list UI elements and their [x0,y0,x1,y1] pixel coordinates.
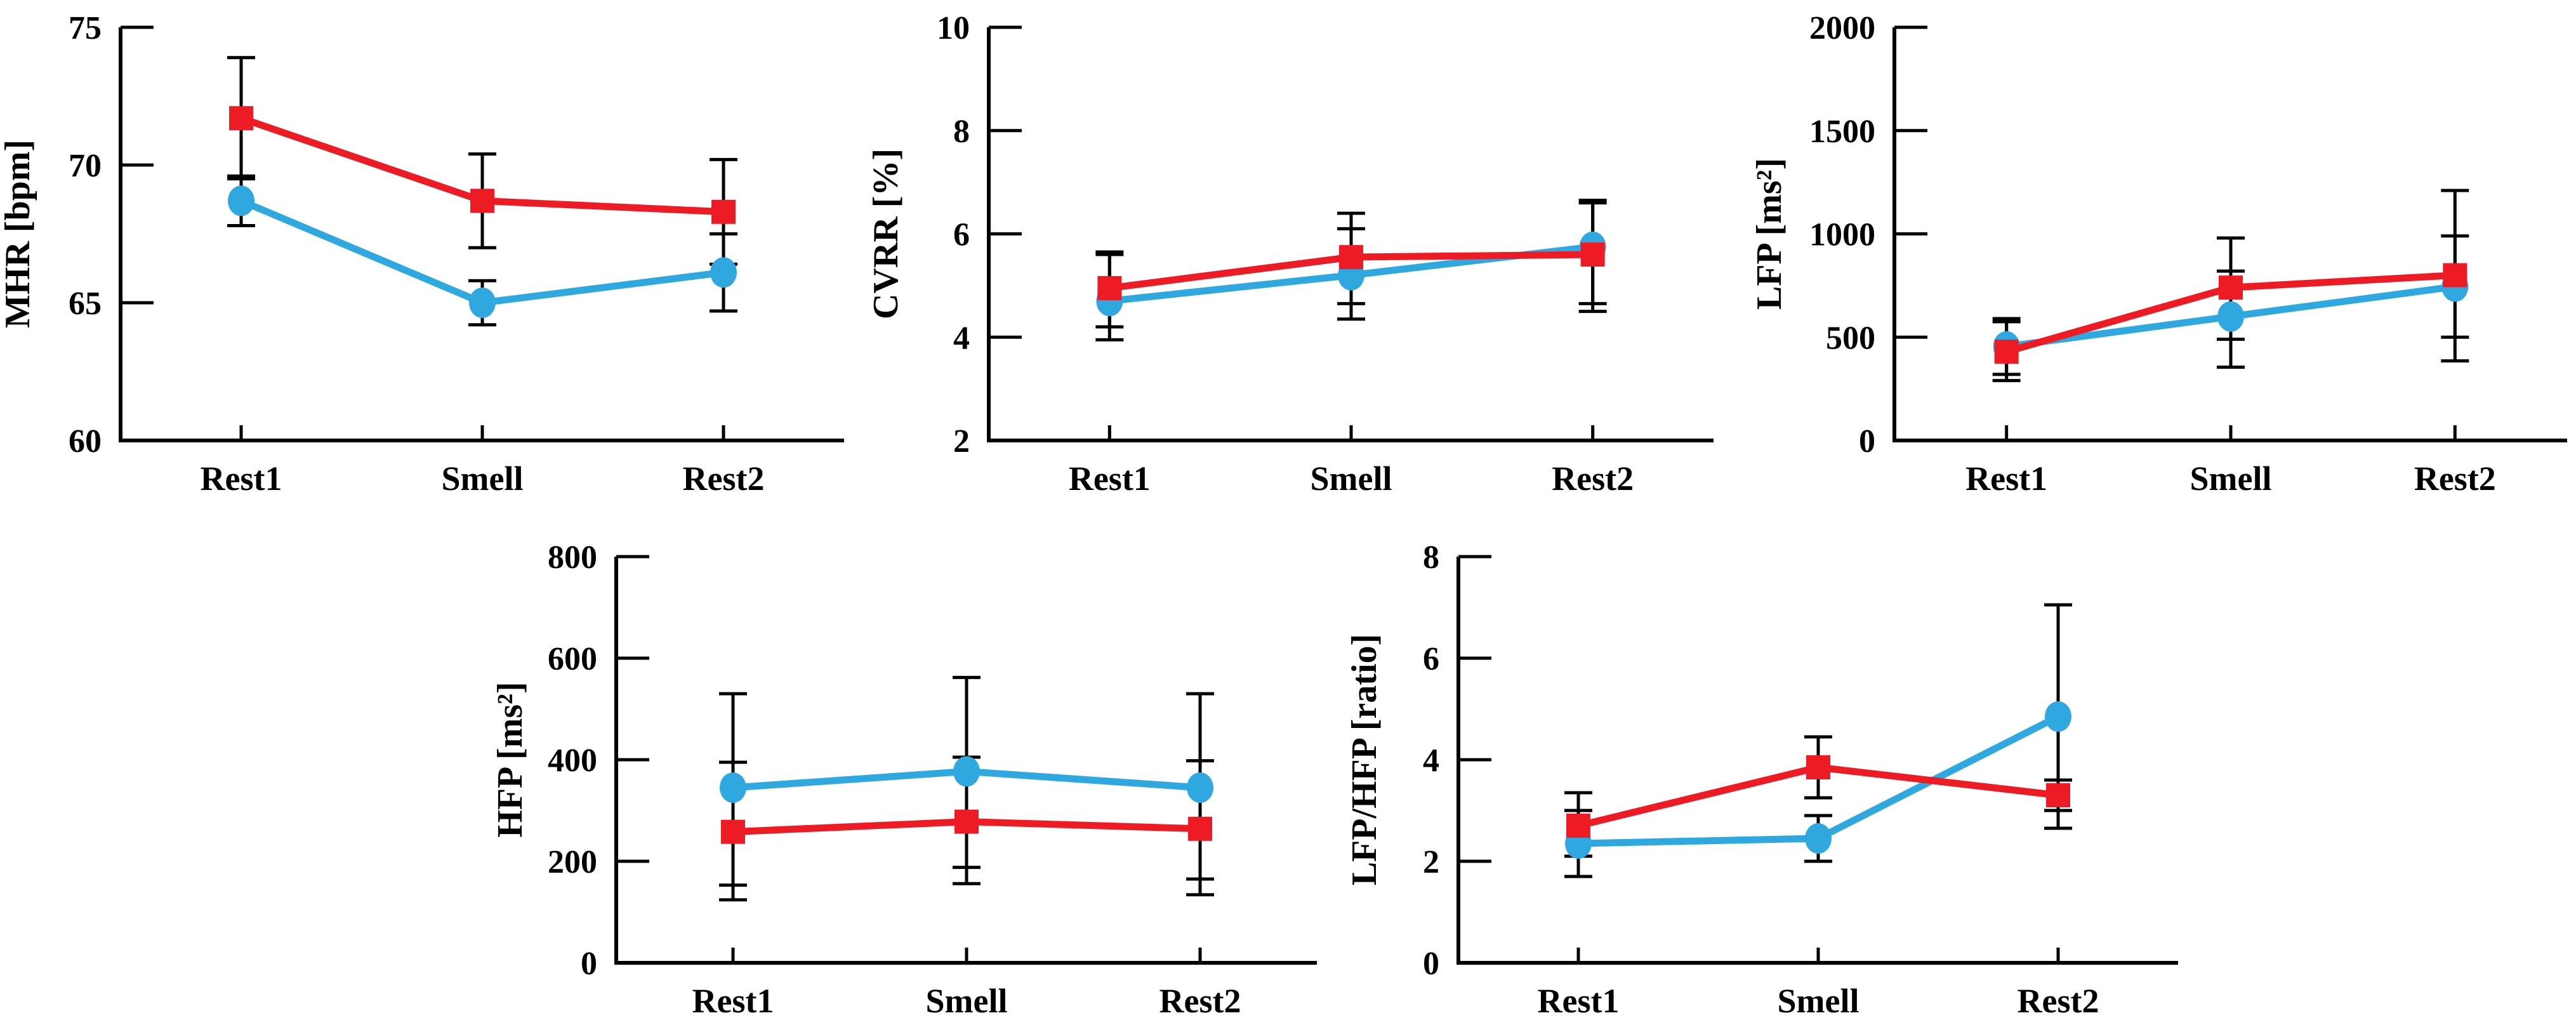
marker-square [721,819,745,844]
y-tick-label: 70 [69,148,102,184]
y-tick-label: 8 [1423,539,1439,576]
category-label: Rest1 [692,982,774,1020]
marker-square [1188,816,1212,841]
marker-circle [710,257,737,288]
y-tick-label: 0 [581,946,597,982]
y-tick-label: 6 [953,217,970,253]
marker-square [954,809,979,834]
category-label: Rest1 [1538,982,1620,1020]
category-label: Rest2 [2018,982,2099,1020]
y-axis-title: LFP [ms²] [1750,158,1789,310]
y-tick-label: 0 [1859,423,1875,460]
y-tick-label: 1500 [1809,114,1875,150]
category-label: Rest1 [1965,460,2047,498]
marker-square [470,189,494,213]
y-tick-label: 60 [69,423,102,460]
marker-square [711,199,736,224]
y-tick-label: 2 [1423,844,1439,880]
category-label: Rest2 [1159,982,1241,1020]
category-label: Smell [2190,460,2272,498]
axis-ratio [1456,557,2178,965]
category-label: Rest2 [683,460,765,498]
marker-square [1580,242,1605,267]
y-tick-label: 400 [548,743,597,779]
y-axis-title: HFP [ms²] [491,682,530,837]
marker-circle [720,772,746,803]
y-tick-label: 0 [1423,946,1439,982]
marker-circle [1805,823,1832,854]
marker-square [2046,783,2070,807]
axis-lfp [1892,27,2567,442]
y-tick-label: 65 [69,286,102,322]
y-tick-label: 8 [953,114,970,150]
y-axis-title: MHR [bpm] [0,140,37,328]
y-axis-title: LFP/HFP [ratio] [1345,634,1384,886]
y-tick-label: 75 [69,10,102,46]
category-label: Rest2 [2414,460,2496,498]
marker-circle [228,185,254,216]
y-tick-label: 2000 [1809,10,1875,46]
marker-circle [953,756,980,787]
marker-square [1339,245,1363,270]
category-label: Smell [926,982,1008,1020]
axis-hfp [614,557,1317,965]
y-tick-label: 2 [953,423,970,460]
marker-square [1566,814,1590,838]
category-label: Rest2 [1552,460,1634,498]
y-tick-label: 600 [548,641,597,677]
y-tick-label: 1000 [1809,217,1875,253]
y-tick-label: 800 [548,539,597,576]
category-label: Rest1 [201,460,282,498]
y-tick-label: 6 [1423,641,1439,677]
marker-circle [2217,301,2244,332]
y-tick-label: 4 [1423,743,1439,779]
y-tick-label: 10 [937,10,970,46]
marker-square [2443,263,2467,288]
y-tick-label: 4 [953,320,970,356]
marker-square [2219,275,2243,300]
marker-square [1806,755,1830,779]
marker-square [1994,340,2019,364]
category-label: Smell [442,460,524,498]
marker-square [1097,275,1122,300]
y-axis-title: CVRR [%] [866,149,906,319]
category-label: Smell [1311,460,1392,498]
marker-circle [2045,701,2071,732]
marker-square [229,106,253,131]
axis-cvrr [987,27,1714,442]
category-label: Rest1 [1069,460,1151,498]
marker-circle [469,288,496,318]
y-tick-label: 500 [1826,320,1875,356]
y-tick-label: 200 [548,844,597,880]
marker-circle [1187,772,1213,803]
category-label: Smell [1778,982,1859,1020]
